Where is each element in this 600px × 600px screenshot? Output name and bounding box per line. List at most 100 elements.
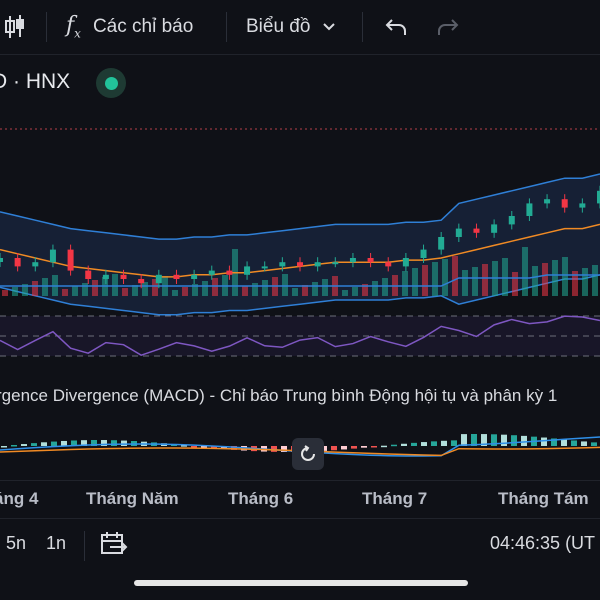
bollinger-band-fill: [0, 174, 600, 315]
volume-bar: [562, 257, 568, 296]
candle-body: [14, 258, 21, 267]
volume-ma-line: [0, 274, 600, 287]
macd-histogram-bar: [351, 446, 357, 449]
macd-histogram-bar: [201, 446, 207, 448]
range-5n-button[interactable]: 5n: [6, 533, 27, 553]
indicators-button[interactable]: fx Các chỉ báo: [66, 0, 193, 54]
volume-bar: [352, 287, 358, 296]
macd-histogram-bar: [361, 446, 367, 448]
candle-body: [85, 270, 92, 279]
undo-button[interactable]: [384, 0, 408, 54]
chart-canvas[interactable]: [0, 110, 600, 480]
macd-histogram-bar: [511, 435, 517, 446]
volume-bar: [372, 281, 378, 296]
candle-body: [261, 266, 268, 269]
volume-bar: [472, 267, 478, 296]
macd-histogram-bar: [401, 443, 407, 446]
volume-bar: [582, 268, 588, 296]
redo-button[interactable]: [436, 0, 460, 54]
volume-bar: [82, 283, 88, 296]
macd-histogram-bar: [371, 446, 377, 448]
macd-histogram-bar: [421, 442, 427, 446]
macd-histogram-bar: [561, 439, 567, 446]
candle-body: [155, 274, 162, 284]
candle-body: [49, 249, 56, 263]
candle-body: [67, 249, 74, 271]
macd-histogram-bar: [521, 435, 527, 446]
volume-bar: [42, 278, 48, 296]
reset-icon: [301, 445, 315, 461]
chevron-down-icon: [323, 23, 336, 31]
volume-bar: [452, 256, 458, 296]
candle-body: [332, 262, 339, 265]
macd-histogram-bar: [111, 440, 117, 446]
macd-histogram-bar: [501, 434, 507, 446]
candle-body: [579, 203, 586, 208]
volume-bar: [522, 247, 528, 296]
volume-bar: [402, 271, 408, 296]
candle-body: [226, 270, 233, 275]
volume-bar: [242, 286, 248, 296]
macd-histogram-bar: [121, 440, 127, 446]
volume-bar: [362, 284, 368, 296]
macd-histogram-bar: [51, 441, 57, 446]
macd-histogram-bar: [431, 441, 437, 446]
candle-body: [367, 258, 374, 263]
axis-label-month: Tháng 7: [362, 489, 428, 508]
macd-histogram-bar: [101, 440, 107, 446]
volume-bar: [32, 281, 38, 296]
macd-indicator-title[interactable]: rgence Divergence (MACD) - Chỉ báo Trung…: [0, 386, 558, 405]
volume-bar: [2, 290, 8, 296]
candle-body: [279, 262, 286, 267]
volume-bar: [62, 289, 68, 296]
axis-label-month: áng 4: [0, 489, 39, 508]
volume-bar: [252, 283, 258, 296]
volume-bar: [552, 260, 558, 296]
macd-histogram-bar: [31, 443, 37, 446]
range-1n-button[interactable]: 1n: [46, 533, 67, 553]
candle-body: [473, 228, 480, 233]
axis-label-month: Tháng Năm: [86, 489, 179, 508]
macd-histogram-bar: [591, 442, 597, 446]
candle-body: [438, 237, 445, 250]
volume-bar: [202, 281, 208, 296]
reset-chart-button[interactable]: [292, 438, 324, 470]
volume-bar: [172, 290, 178, 296]
macd-histogram-bar: [1, 446, 7, 448]
macd-histogram-bar: [81, 440, 87, 446]
symbol-label[interactable]: D · HNX: [0, 70, 71, 93]
candle-body: [561, 199, 568, 208]
volume-bar: [92, 280, 98, 296]
candle-body: [208, 270, 215, 275]
volume-bar: [302, 285, 308, 296]
candlestick-icon[interactable]: [4, 0, 26, 54]
macd-histogram-bar: [411, 442, 417, 446]
volume-bar: [152, 279, 158, 296]
toolbar-divider: [46, 12, 47, 42]
candle-body: [0, 258, 3, 262]
clock-time[interactable]: 04:46:35 (UT: [490, 533, 596, 553]
macd-histogram-bar: [41, 442, 47, 446]
undo-icon: [385, 19, 406, 35]
macd-histogram-bar: [551, 438, 557, 446]
volume-bar: [132, 285, 138, 296]
volume-bar: [312, 282, 318, 296]
volume-bar: [282, 274, 288, 296]
volume-bar: [532, 266, 538, 296]
volume-bar: [412, 268, 418, 296]
go-to-date-button[interactable]: [100, 531, 128, 562]
volume-bar: [512, 272, 518, 296]
bottom-toolbar: 5n 1n 04:46:35 (UT: [0, 518, 600, 571]
macd-histogram-bar: [541, 437, 547, 446]
market-status-indicator: [96, 68, 126, 98]
bottom-divider: [84, 531, 85, 561]
macd-histogram-bar: [491, 434, 497, 446]
volume-bar: [592, 265, 598, 296]
calendar-arrow-icon: [101, 532, 128, 554]
live-dot-icon: [104, 76, 118, 90]
chart-area[interactable]: [0, 110, 600, 480]
time-axis[interactable]: áng 4 Tháng Năm Tháng 6 Tháng 7 Tháng Tá…: [0, 480, 600, 517]
macd-histogram-bar: [441, 440, 447, 446]
chart-type-dropdown[interactable]: Biểu đồ: [246, 0, 336, 54]
candle-body: [491, 224, 498, 233]
